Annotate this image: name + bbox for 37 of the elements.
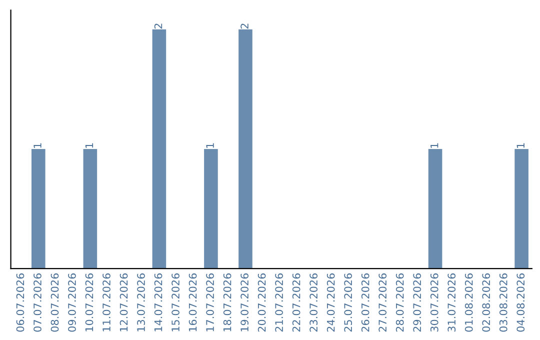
- x-tick-label: 10.07.2026: [85, 273, 94, 332]
- x-tick-label: 18.07.2026: [223, 273, 232, 332]
- x-tick-label: 25.07.2026: [344, 273, 352, 332]
- x-tick-label: 22.07.2026: [292, 273, 300, 332]
- data-label: 1: [430, 143, 438, 148]
- x-tick-label: 06.07.2026: [16, 273, 24, 332]
- x-tick-label: 02.08.2026: [482, 273, 490, 332]
- data-label: 1: [34, 143, 42, 148]
- x-tick-label: 13.07.2026: [137, 273, 145, 332]
- x-tick-label: 27.07.2026: [378, 273, 387, 332]
- x-tick-label: 24.07.2026: [326, 273, 335, 332]
- x-tick-label: 19.07.2026: [240, 273, 248, 332]
- data-label: 2: [240, 24, 248, 29]
- x-tick-label: 16.07.2026: [188, 273, 197, 332]
- x-tick-label: 21.07.2026: [275, 273, 283, 332]
- x-tick-label: 08.07.2026: [50, 273, 59, 332]
- x-tick-label: 31.07.2026: [448, 273, 456, 332]
- x-tick-label: 20.07.2026: [258, 273, 266, 332]
- x-tick-label: 01.08.2026: [464, 273, 473, 332]
- x-tick-label: 11.07.2026: [102, 273, 110, 332]
- x-tick-label: 28.07.2026: [396, 273, 404, 332]
- data-label: 1: [206, 143, 214, 148]
- x-tick-label: 03.08.2026: [499, 273, 508, 332]
- x-tick-label: 15.07.2026: [172, 273, 180, 332]
- x-tick-label: 04.08.2026: [516, 273, 525, 332]
- x-tick-label: 09.07.2026: [68, 273, 76, 332]
- x-tick-label: 17.07.2026: [206, 273, 214, 332]
- x-tick-label: 12.07.2026: [120, 273, 128, 332]
- data-label: 1: [516, 143, 524, 148]
- x-tick-label: 23.07.2026: [310, 273, 318, 332]
- x-tick-label: 07.07.2026: [34, 273, 42, 332]
- x-tick-label: 14.07.2026: [154, 273, 162, 332]
- x-tick-label: 29.07.2026: [413, 273, 422, 332]
- x-tick-label: 30.07.2026: [430, 273, 438, 332]
- x-tick-label: 26.07.2026: [361, 273, 370, 332]
- data-label: 2: [154, 24, 162, 29]
- data-label: 1: [85, 143, 94, 148]
